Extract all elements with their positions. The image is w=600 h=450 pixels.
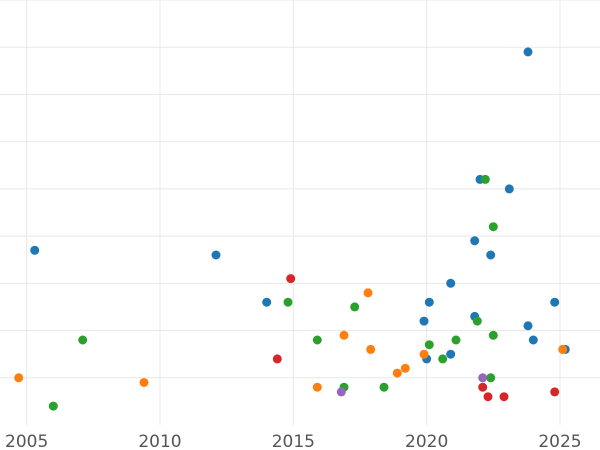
data-point	[488, 330, 498, 340]
data-point	[419, 316, 429, 326]
data-point	[211, 250, 221, 260]
data-point	[504, 184, 514, 194]
data-point	[438, 354, 448, 364]
data-point	[283, 297, 293, 307]
data-point	[478, 373, 488, 383]
data-point	[486, 250, 496, 260]
data-point	[350, 302, 360, 312]
data-point	[336, 387, 346, 397]
data-point	[272, 354, 282, 364]
data-point	[366, 344, 376, 354]
data-point	[78, 335, 88, 345]
x-tick-label: 2005	[5, 432, 48, 450]
data-point	[488, 222, 498, 232]
data-point	[451, 335, 461, 345]
x-tick-label: 2010	[138, 432, 181, 450]
x-tick-label: 2020	[405, 432, 448, 450]
data-point	[446, 278, 456, 288]
data-point	[400, 363, 410, 373]
data-point	[478, 382, 488, 392]
data-point	[424, 340, 434, 350]
data-points	[14, 47, 570, 411]
data-point	[339, 330, 349, 340]
data-point	[424, 297, 434, 307]
data-point	[550, 387, 560, 397]
data-point	[363, 288, 373, 298]
x-tick-label: 2025	[538, 432, 581, 450]
data-point	[14, 373, 24, 383]
data-point	[558, 344, 568, 354]
data-point	[472, 316, 482, 326]
data-point	[30, 245, 40, 255]
data-point	[483, 392, 493, 402]
data-point	[262, 297, 272, 307]
data-point	[139, 378, 149, 387]
data-point	[523, 47, 533, 57]
data-point	[379, 382, 389, 392]
data-point	[480, 174, 490, 184]
x-axis-tick-labels: 2005 2010 2015 2020 2025	[5, 432, 582, 450]
data-point	[392, 368, 402, 378]
data-point	[528, 335, 538, 345]
data-point	[470, 236, 480, 246]
data-point	[486, 373, 496, 383]
data-point	[286, 274, 296, 284]
x-tick-label: 2015	[272, 432, 315, 450]
data-point	[550, 297, 560, 307]
data-point	[312, 335, 322, 345]
gridlines	[0, 0, 600, 425]
data-point	[48, 401, 58, 411]
data-point	[312, 382, 322, 392]
data-point	[499, 392, 509, 402]
data-point	[446, 349, 456, 359]
data-point	[523, 321, 533, 331]
data-point	[419, 349, 429, 359]
